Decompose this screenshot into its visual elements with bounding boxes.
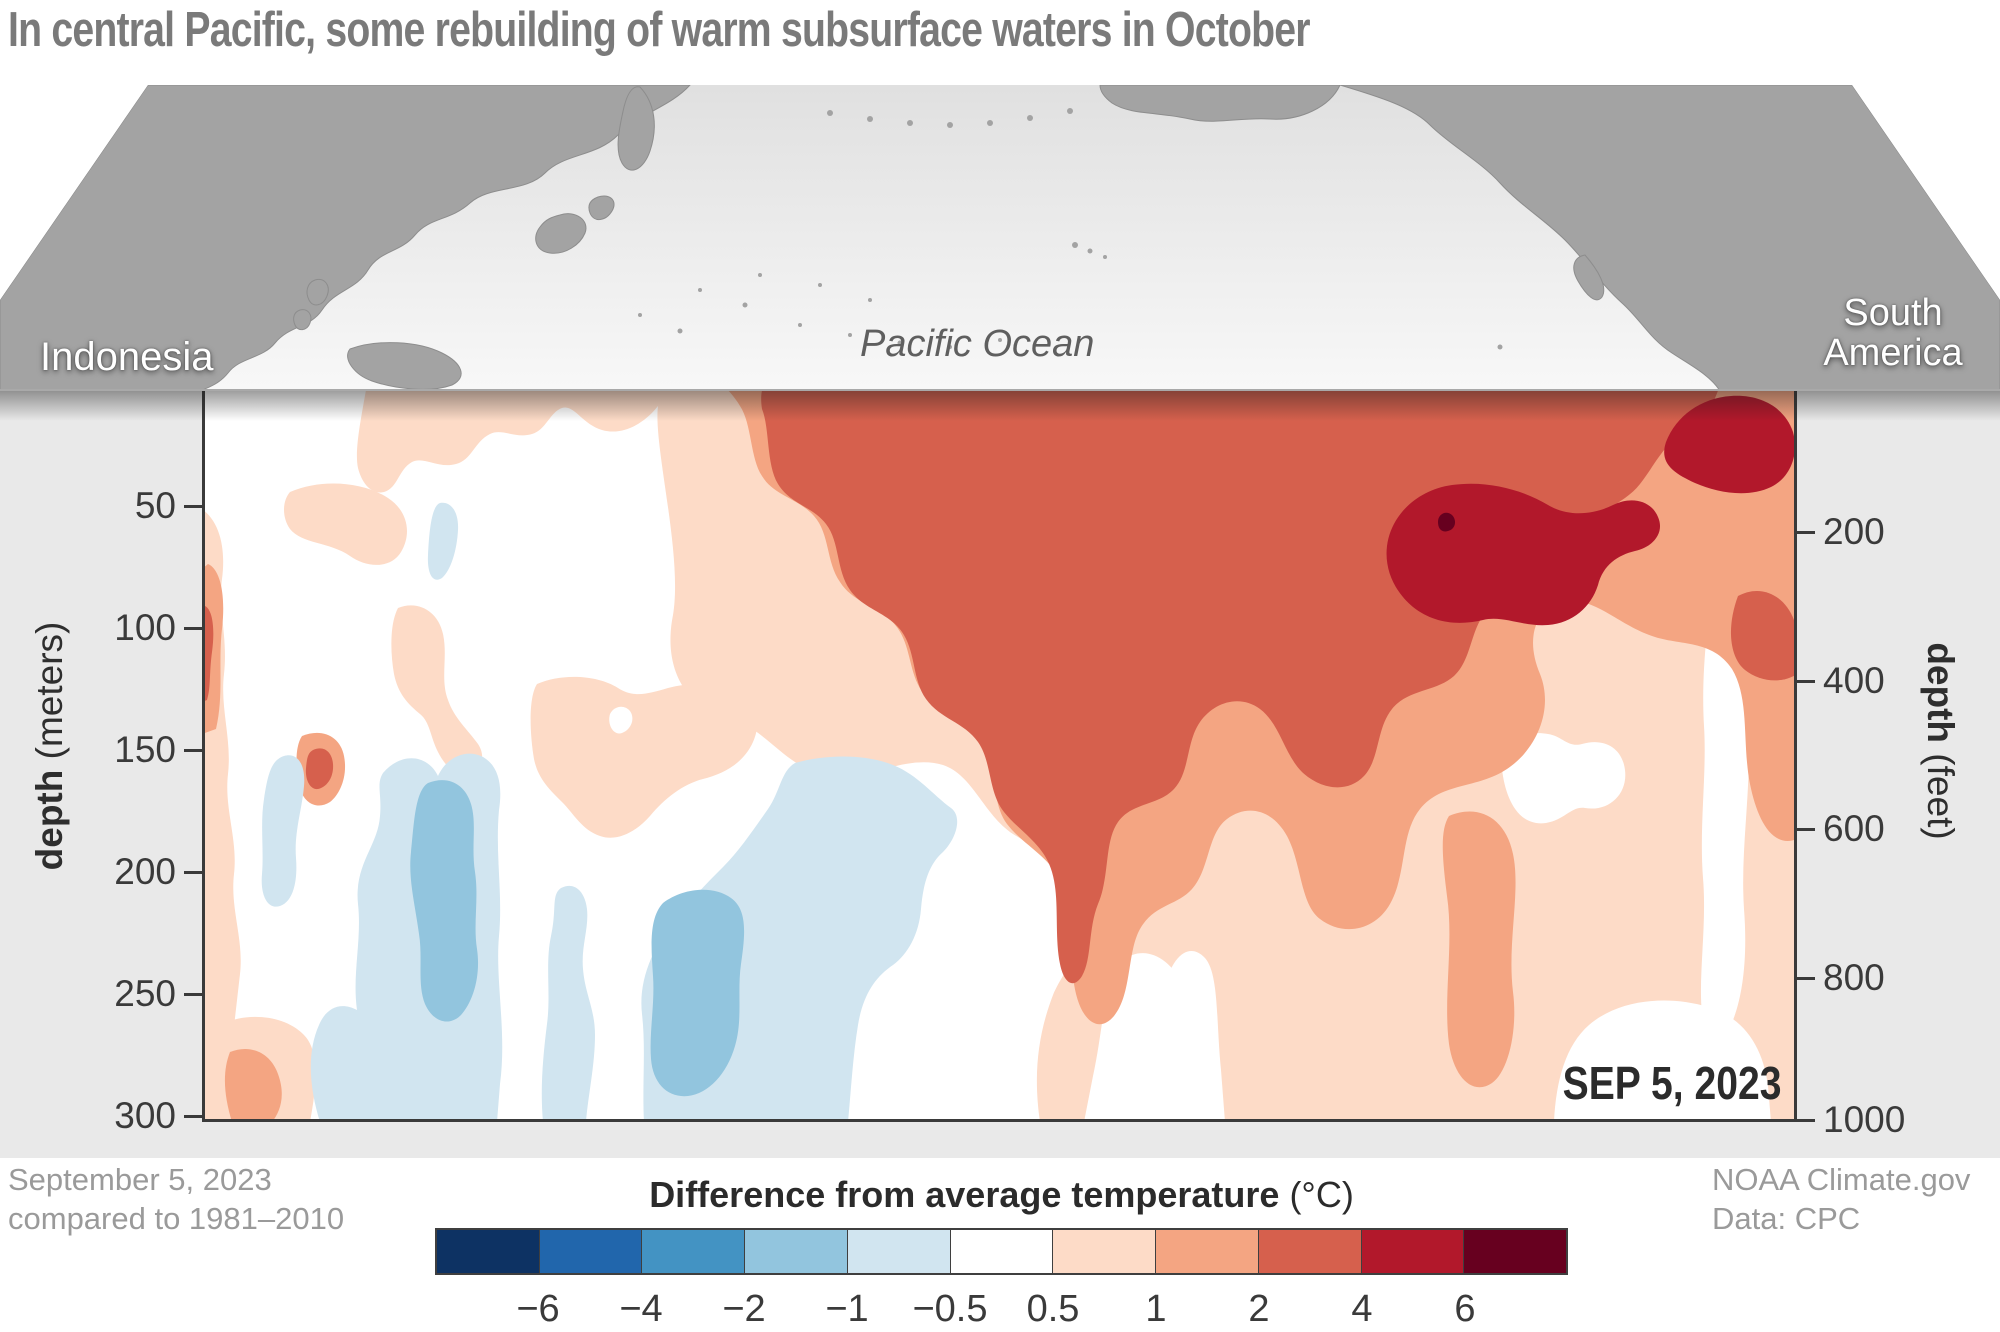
colorbar-title: Difference from average temperature (°C) [435, 1174, 1568, 1216]
colorbar-cell [1258, 1230, 1362, 1273]
map-label-pacific-ocean: Pacific Ocean [860, 323, 1095, 365]
right-tick-label: 800 [1823, 957, 1885, 998]
colorbar-tick-label: 4 [1351, 1288, 1373, 1330]
left-axis-title: depth (meters) [29, 622, 71, 871]
credit-data: Data: CPC [1712, 1200, 1861, 1236]
map-label-south-america: South America [1798, 293, 1988, 374]
left-tick-mark [184, 993, 202, 996]
colorbar-title-text: Difference from average temperature [649, 1174, 1280, 1215]
colorbar-tick-label: 1 [1145, 1288, 1167, 1330]
left-tick-label: 50 [134, 485, 176, 526]
caption-date: September 5, 2023 [8, 1162, 272, 1197]
left-tick-mark [184, 1115, 202, 1118]
left-axis-title-bold: depth [29, 769, 70, 871]
left-tick-label: 200 [114, 851, 176, 892]
colorbar-cell [1361, 1230, 1465, 1273]
right-tick-mark [1797, 531, 1815, 534]
right-tick-mark [1797, 828, 1815, 831]
left-axis-title-unit: (meters) [29, 621, 70, 770]
right-tick-label: 400 [1823, 660, 1885, 701]
left-tick-label: 300 [114, 1095, 176, 1136]
right-tick-mark [1797, 977, 1815, 980]
colorbar-cell [745, 1230, 848, 1273]
map-label-south: South [1843, 292, 1943, 334]
colorbar-cell [539, 1230, 643, 1273]
contour-field-svg [202, 384, 1797, 1122]
left-tick-mark [184, 505, 202, 508]
right-tick-label: 200 [1823, 511, 1885, 552]
colorbar-tick-label: −6 [516, 1288, 560, 1330]
colorbar-cell [1053, 1230, 1157, 1273]
map-label-america: America [1823, 332, 1963, 375]
colorbar-cell [1156, 1230, 1259, 1273]
colorbar-tick-label: −0.5 [912, 1288, 988, 1330]
colorbar-tick-label: −4 [619, 1288, 663, 1330]
left-tick-label: 100 [114, 607, 176, 648]
colorbar-cell [847, 1230, 951, 1273]
colorbar-cell [1464, 1230, 1567, 1273]
pacific-map-svg [0, 85, 2000, 391]
right-axis-title-bold: depth [1920, 642, 1961, 744]
page-title: In central Pacific, some rebuilding of w… [8, 3, 1311, 57]
colorbar-scale: −6 −4 −2 −1 −0.5 0.5 1 2 4 6 [435, 1288, 1568, 1332]
right-tick-mark [1797, 1119, 1815, 1122]
source-credit: NOAA Climate.gov Data: CPC [1712, 1161, 1970, 1239]
colorbar-tick-label: −1 [825, 1288, 869, 1330]
left-tick-mark [184, 871, 202, 874]
right-tick-label: 600 [1823, 808, 1885, 849]
right-tick-mark [1797, 680, 1815, 683]
colorbar-tick-label: 0.5 [1026, 1288, 1080, 1330]
credit-org: NOAA Climate.gov [1712, 1162, 1971, 1197]
colorbar-title-unit: (°C) [1279, 1174, 1354, 1215]
left-tick-mark [184, 749, 202, 752]
date-label: SEP 5, 2023 [1562, 1057, 1781, 1109]
colorbar-cell [950, 1230, 1054, 1273]
colorbar-tick-label: 2 [1248, 1288, 1270, 1330]
right-axis-title-unit: (feet) [1920, 743, 1961, 840]
temperature-anomaly-contour-plot: SEP 5, 2023 [202, 384, 1797, 1122]
map-label-indonesia: Indonesia [40, 335, 214, 379]
colorbar-cell [642, 1230, 746, 1273]
caption-baseline: compared to 1981–2010 [8, 1200, 345, 1236]
map-bottom-edge [0, 389, 2000, 391]
right-tick-label: 1000 [1823, 1099, 1906, 1140]
colorbar [435, 1228, 1568, 1275]
left-tick-label: 150 [114, 729, 176, 770]
colorbar-tick-label: −2 [722, 1288, 766, 1330]
figure-caption: September 5, 2023 compared to 1981–2010 [8, 1161, 344, 1239]
right-axis-title: depth (feet) [1919, 642, 1961, 839]
left-tick-label: 250 [114, 973, 176, 1014]
colorbar-tick-label: 6 [1454, 1288, 1476, 1330]
left-tick-mark [184, 627, 202, 630]
colorbar-cell [437, 1230, 540, 1273]
pacific-map: Indonesia Pacific Ocean South America [0, 85, 2000, 391]
